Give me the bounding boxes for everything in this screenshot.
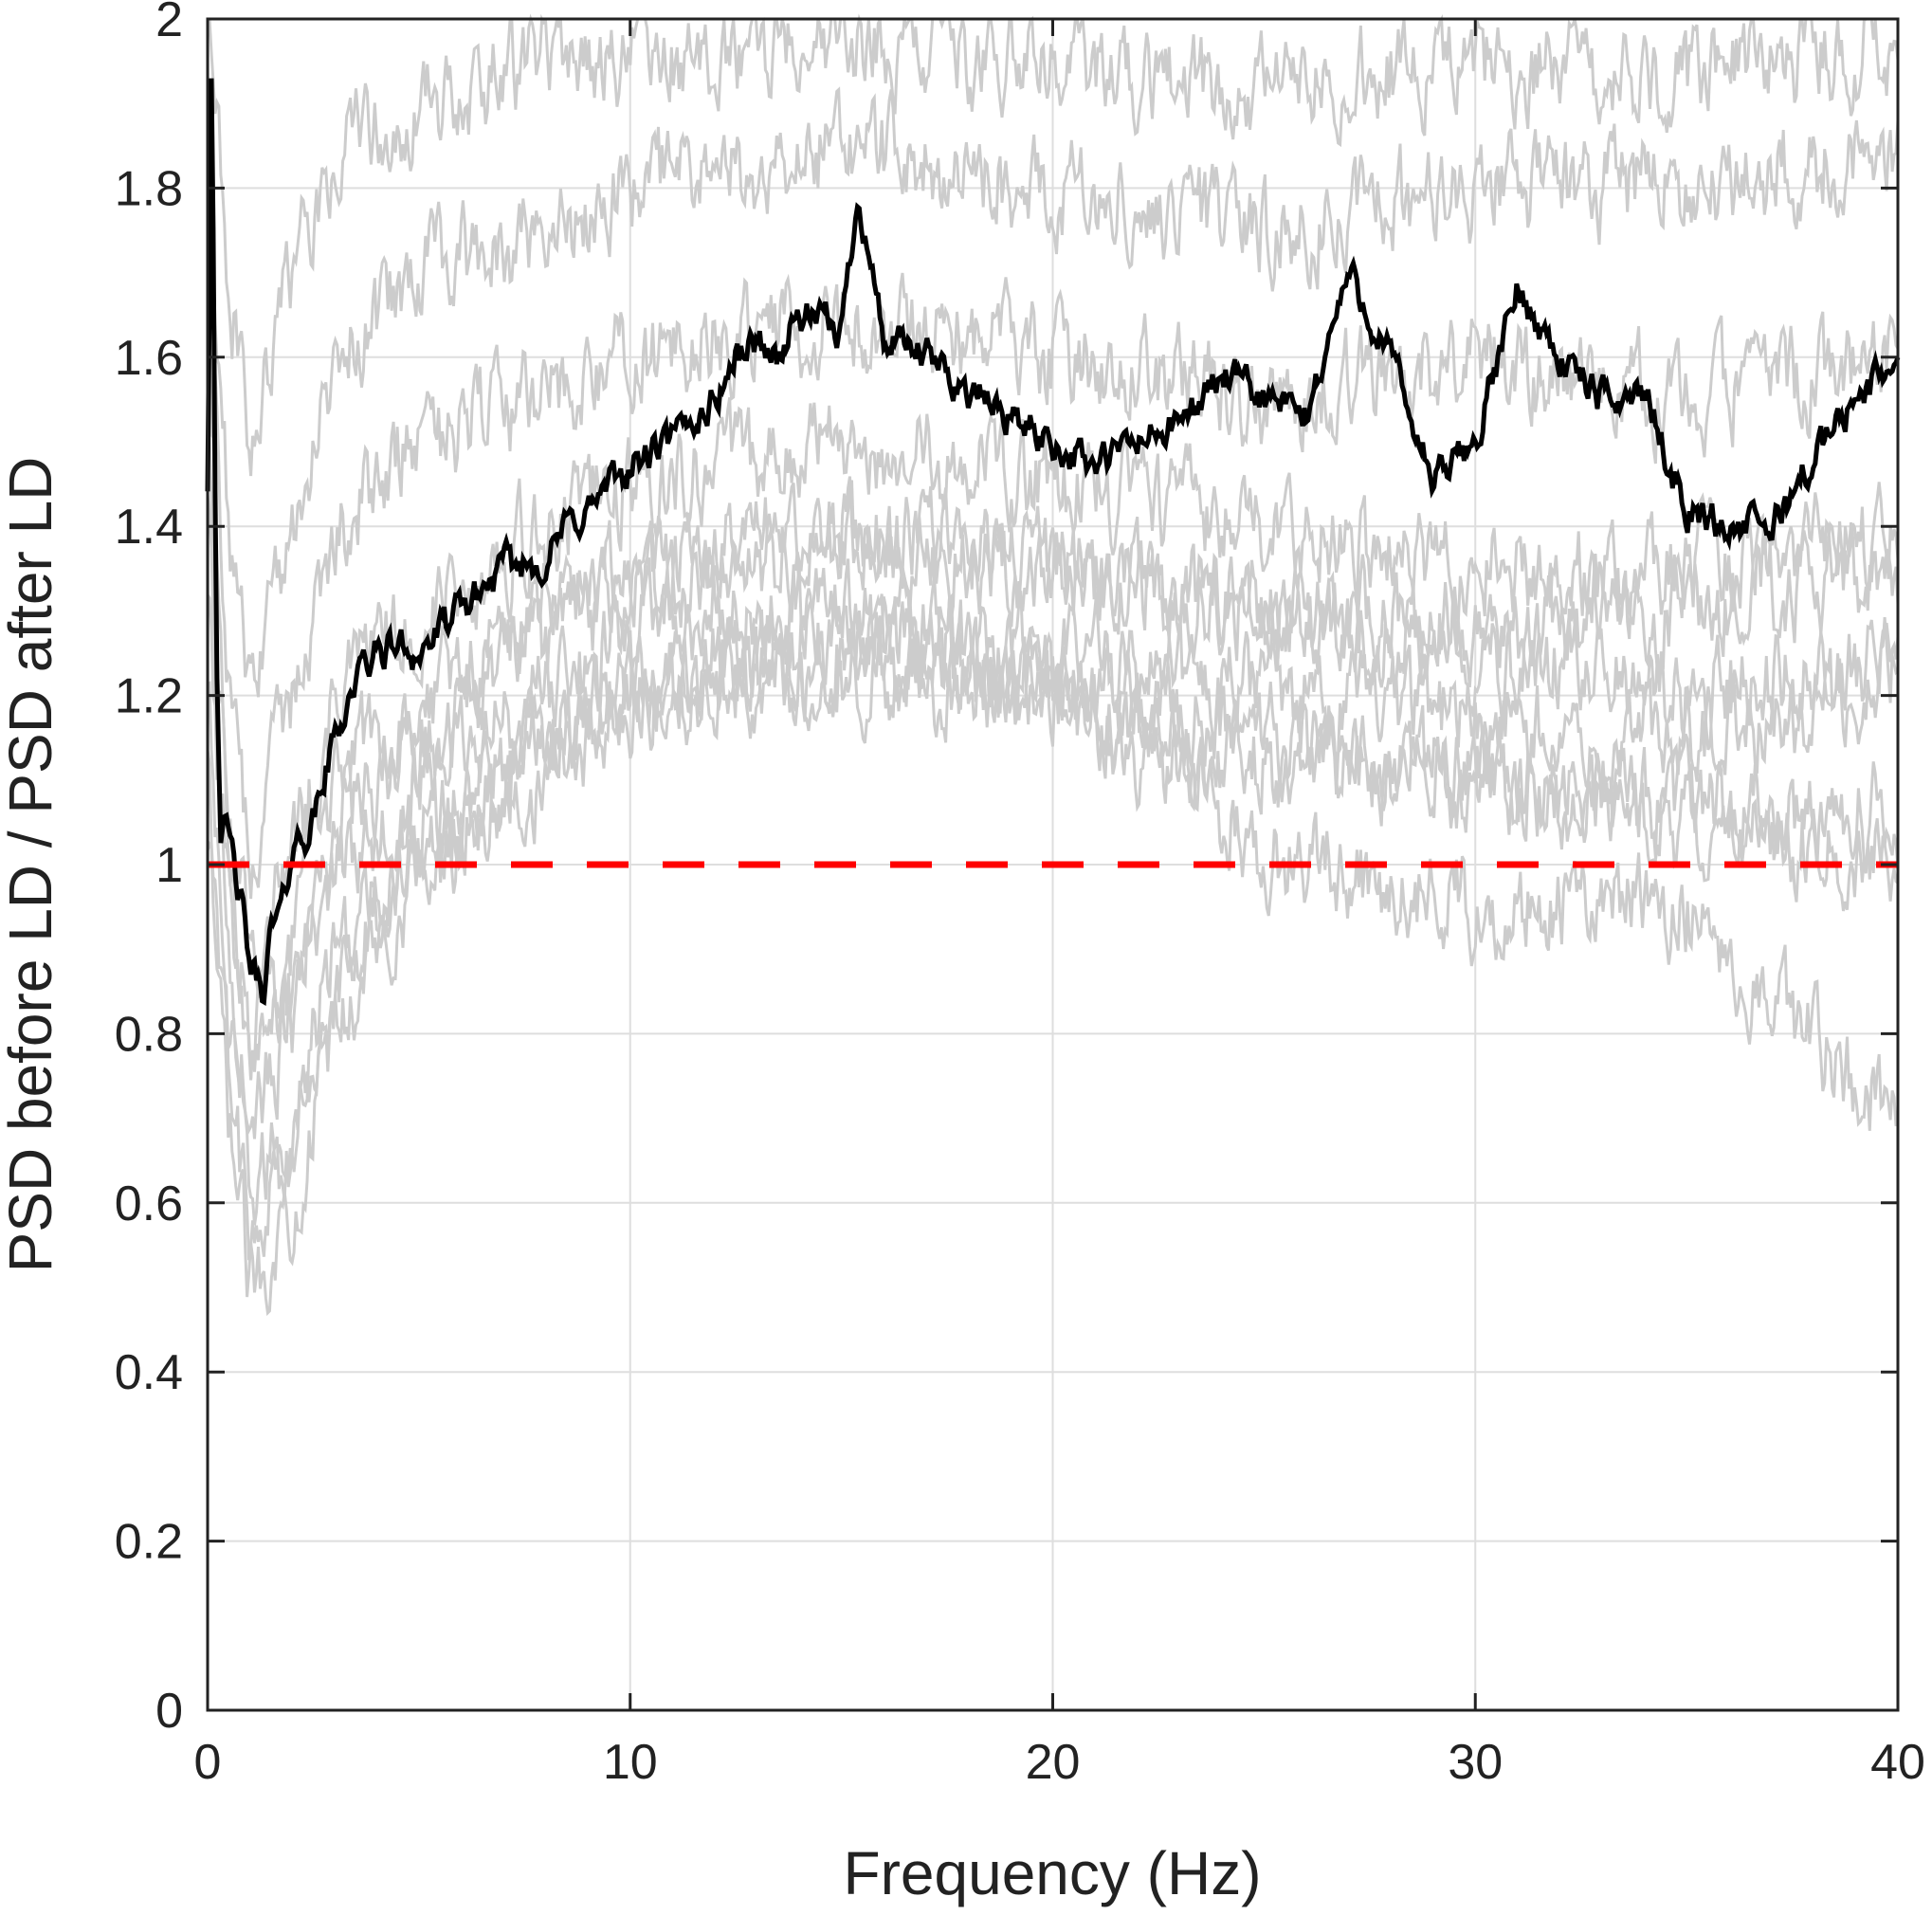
mean-series-line [205, 78, 1901, 1006]
x-tick-label: 10 [603, 1735, 658, 1790]
individual-series-line-9 [206, 558, 1900, 1261]
y-tick-label: 1.2 [115, 669, 183, 724]
y-tick-label: 0.6 [115, 1176, 183, 1231]
individual-series-group [206, 13, 1900, 1317]
y-tick-label: 0.8 [115, 1007, 183, 1062]
x-tick-label: 0 [194, 1735, 222, 1790]
y-tick-labels: 0 0.2 0.4 0.6 0.8 1 1.2 1.4 1.6 1.8 2 [115, 0, 183, 1739]
individual-series-line-8 [208, 13, 1900, 477]
x-tick-label: 20 [1026, 1735, 1081, 1790]
x-axis-label: Frequency (Hz) [844, 1839, 1262, 1907]
y-tick-label: 1.4 [115, 500, 183, 555]
axis-ticks [206, 17, 1900, 1712]
x-tick-label: 30 [1448, 1735, 1503, 1790]
individual-series-line-10 [206, 480, 1900, 1080]
individual-series-line-7 [206, 86, 1900, 698]
x-tick-label: 40 [1870, 1735, 1925, 1790]
y-tick-label: 2 [155, 0, 183, 47]
individual-series-line-6 [206, 249, 1900, 900]
x-tick-labels: 0 10 20 30 40 [194, 1735, 1925, 1790]
individual-series-line-1 [207, 593, 1900, 1226]
y-axis-label: PSD before LD / PSD after LD [0, 457, 64, 1273]
y-tick-label: 0 [155, 1684, 183, 1739]
y-tick-label: 1.8 [115, 161, 183, 216]
mean-series-group [205, 78, 1901, 1006]
y-tick-label: 0.4 [115, 1345, 183, 1400]
individual-series-line-3 [206, 557, 1900, 1140]
y-tick-label: 1 [155, 838, 183, 893]
y-tick-label: 1.6 [115, 331, 183, 386]
individual-series-line-4 [206, 423, 1900, 1081]
y-tick-label: 0.2 [115, 1515, 183, 1570]
